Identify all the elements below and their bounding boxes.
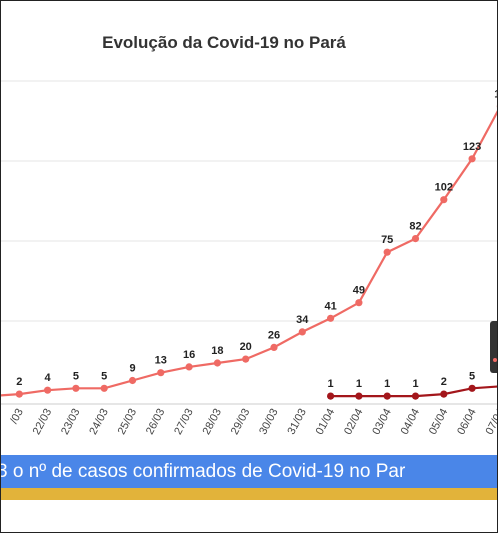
series-0-data-label: 102 (435, 182, 453, 194)
x-tick-label: 26/03 (144, 407, 168, 437)
tooltip-marker (493, 358, 497, 362)
series-1-data-label: 6 (497, 368, 498, 380)
x-tick-label: 27/03 (172, 407, 196, 437)
series-1-data-label: 1 (384, 378, 390, 390)
series-0-point (496, 105, 497, 108)
series-1-data-label: 1 (356, 378, 362, 390)
series-1-point (440, 390, 448, 398)
series-1-data-label: 1 (328, 378, 334, 390)
series-1-point (383, 392, 391, 400)
x-tick-label: 28/03 (201, 407, 225, 437)
series-0-data-label: 20 (240, 341, 252, 353)
series-0-point (242, 355, 250, 363)
series-0-data-label: 4 (45, 372, 52, 384)
series-0-point (355, 299, 363, 307)
series-0-data-label: 13 (155, 355, 167, 367)
x-tick-label: /03 (8, 407, 26, 426)
x-tick-label: 03/04 (370, 407, 394, 437)
series-0-data-label: 5 (73, 370, 79, 382)
x-tick-label: 04/04 (399, 407, 423, 437)
x-tick-label: 31/03 (285, 407, 309, 437)
series-0-data-label: 49 (353, 285, 365, 297)
series-0-data-label: 18 (211, 345, 223, 357)
series-0-data-label: 2 (16, 376, 22, 388)
x-tick-label: 06/04 (455, 407, 479, 437)
x-tick-label: 25/03 (116, 407, 140, 437)
series-0-point (270, 343, 278, 351)
caption-bar: 3 o nº de casos confirmados de Covid-19 … (1, 455, 497, 488)
series-1-line (330, 385, 497, 398)
series-0-data-label: 75 (381, 234, 393, 246)
caption-text: 3 o nº de casos confirmados de Covid-19 … (1, 461, 406, 482)
x-tick-label: 22/03 (31, 407, 55, 437)
series-0-data-label: 34 (296, 314, 309, 326)
series-1-point (411, 392, 420, 400)
series-0-data-label: 16 (183, 349, 195, 361)
series-0-point (298, 328, 306, 336)
series-0-data-label: 123 (463, 141, 481, 153)
x-tick-label: 05/04 (427, 407, 451, 437)
screenshot-frame: Evolução da Covid-19 no Pará 2 4 5 5 9 13 16 18… (0, 0, 498, 533)
gridlines (1, 80, 497, 322)
series-0-point (383, 248, 391, 256)
x-tick-label: 07/04 (484, 407, 498, 437)
series-0-data-label: 82 (409, 221, 421, 233)
series-0-data-label: 5 (101, 370, 107, 382)
series-0-point (213, 359, 221, 367)
tooltip-edge (490, 321, 497, 373)
series-0-data-label: 15 (494, 88, 498, 100)
series-0-point (440, 196, 448, 204)
series-0-point (327, 314, 335, 322)
series-0-point (185, 363, 193, 371)
series-1-point (355, 392, 363, 400)
x-tick-labels: /03 22/03 23/03 24/03 25/03 26/03 27/03 28/03 29… (8, 407, 498, 437)
series-0-point (72, 384, 80, 392)
series-0-point (468, 155, 476, 163)
series-1-data-label: 2 (441, 376, 447, 388)
series-1-data-label: 5 (469, 370, 475, 382)
x-tick-label: 29/03 (229, 407, 253, 437)
series-0-point (411, 235, 420, 243)
series-1-point (496, 385, 497, 388)
series-group: 2 4 5 5 9 13 16 18 20 26 34 41 49 75 82 102 123 15 1 1 1 1 2 5 6 (1, 88, 498, 400)
series-0-point (44, 386, 52, 394)
series-0-data-label: 41 (324, 300, 336, 312)
series-0-point (157, 369, 165, 377)
chart-title: Evolução da Covid-19 no Pará (102, 33, 346, 52)
x-tick-label: 02/04 (342, 407, 366, 437)
series-0-line (1, 110, 497, 397)
series-0-data-label: 9 (129, 363, 135, 375)
series-0-point (100, 384, 108, 392)
x-tick-label: 23/03 (59, 407, 83, 437)
series-0-point (15, 390, 23, 398)
x-tick-label: 01/04 (314, 407, 338, 437)
series-1-point (327, 392, 335, 400)
series-0-data-label: 26 (268, 329, 280, 341)
x-tick-label: 30/03 (257, 407, 281, 437)
series-1-data-label: 1 (412, 378, 418, 390)
yellow-band (1, 488, 497, 500)
x-tick-label: 24/03 (87, 407, 111, 437)
series-0-point (128, 376, 137, 385)
series-1-point (468, 384, 476, 392)
